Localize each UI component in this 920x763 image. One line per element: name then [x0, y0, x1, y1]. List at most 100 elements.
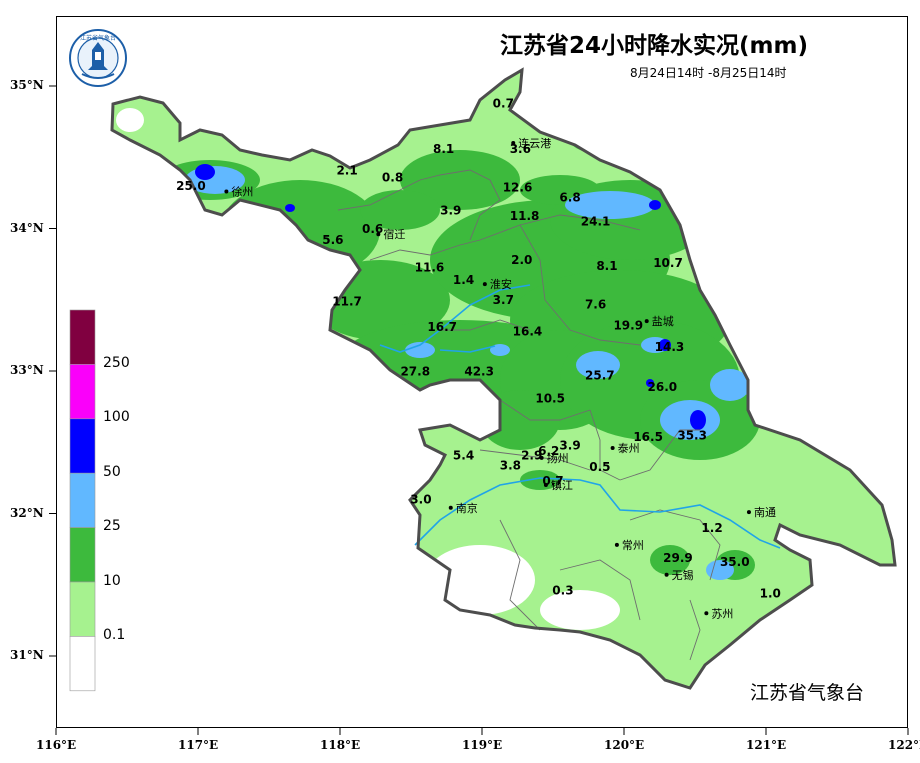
x-tick-label: 122°E — [888, 738, 920, 752]
city-dot — [664, 572, 669, 577]
rainfall-patches — [116, 108, 814, 630]
city-label: 徐州 — [231, 184, 253, 198]
city-label: 泰州 — [618, 441, 640, 455]
rainfall-value: 8.1 — [596, 259, 617, 273]
rainfall-value: 10.5 — [535, 391, 565, 405]
rainfall-value: 3.7 — [493, 293, 514, 307]
x-tick-label: 119°E — [462, 738, 503, 752]
legend-swatch — [69, 527, 96, 583]
city-label: 扬州 — [547, 451, 569, 465]
rainfall-value: 0.5 — [589, 460, 610, 474]
rainfall-value: 2.0 — [511, 253, 532, 267]
city-label: 盐城 — [652, 315, 674, 328]
city-label: 无锡 — [672, 568, 694, 582]
city-dot — [376, 232, 381, 237]
rainfall-value: 7.6 — [585, 297, 606, 311]
legend-swatch — [69, 418, 96, 474]
city-label: 连云港 — [518, 137, 551, 150]
rainfall-value: 25.0 — [176, 179, 206, 193]
rainfall-value: 6.8 — [559, 190, 580, 204]
x-tick-label: 118°E — [320, 738, 361, 752]
y-tick-label: 32°N — [10, 505, 44, 520]
rainfall-value: 0.8 — [382, 170, 403, 184]
rainfall-value: 0.6 — [362, 222, 383, 236]
rainfall-value: 16.7 — [427, 320, 457, 334]
rainfall-value: 3.9 — [559, 438, 580, 452]
legend-label: 50 — [103, 463, 121, 480]
rainfall-value: 11.6 — [415, 260, 445, 274]
rainfall-value: 0.7 — [493, 96, 514, 110]
rainfall-labels: 0.7 8.1 3.6 2.1 0.8 25.0 12.6 6.8 3.9 11.8 24.1 0.6… — [176, 96, 781, 600]
x-tick-label: 116°E — [36, 738, 77, 752]
legend-label: 100 — [103, 409, 130, 426]
city-label: 南通 — [754, 506, 776, 519]
legend-swatch — [69, 581, 96, 637]
legend-swatch — [69, 309, 96, 365]
rainfall-value: 29.9 — [663, 551, 693, 565]
rainfall-value: 19.9 — [613, 319, 643, 333]
rainfall-value: 16.4 — [513, 324, 543, 338]
y-tick-label: 31°N — [10, 648, 44, 662]
y-tick-label: 33°N — [10, 363, 44, 377]
rainfall-value: 2.1 — [336, 163, 357, 177]
legend-label: 10 — [103, 572, 121, 589]
rainfall-value: 24.1 — [581, 215, 611, 229]
rainfall-value: 3.0 — [410, 493, 431, 507]
city-label: 苏州 — [711, 607, 733, 620]
rivers — [379, 284, 781, 549]
organization-name: 江苏省气象台 — [750, 682, 865, 704]
rainfall-value: 1.2 — [701, 521, 722, 535]
province-border — [110, 67, 897, 690]
meteorological-logo: 江苏省气象台 — [69, 29, 127, 87]
rainfall-value: 10.7 — [653, 256, 683, 270]
city-dot — [610, 445, 615, 450]
x-tick-label: 117°E — [178, 738, 219, 752]
city-label: 南京 — [456, 501, 478, 515]
rainfall-value: 25.7 — [585, 369, 615, 383]
rainfall-value: 5.6 — [322, 233, 343, 247]
city-dot — [543, 483, 548, 487]
city-dot — [704, 611, 709, 616]
city-label: 常州 — [622, 539, 644, 552]
rainfall-value: 42.3 — [464, 364, 494, 378]
rainfall-value: 35.0 — [720, 555, 750, 569]
city-dot — [539, 455, 544, 460]
legend-label: 0.1 — [103, 627, 126, 643]
legend-swatch — [69, 472, 96, 528]
legend-swatch — [69, 364, 96, 420]
rainfall-value: 3.9 — [440, 203, 461, 217]
rainfall-value: 12.6 — [503, 180, 533, 194]
city-label: 镇江 — [551, 478, 573, 492]
city-dot — [482, 282, 487, 287]
map-title: 江苏省24小时降水实况(mm) — [500, 33, 808, 59]
rainfall-value: 14.3 — [655, 340, 685, 354]
rainfall-value: 16.5 — [633, 430, 663, 444]
legend-label: 250 — [103, 355, 130, 371]
x-tick-label: 120°E — [604, 738, 645, 752]
city-dot — [746, 510, 751, 515]
rainfall-value: 3.8 — [500, 458, 521, 472]
y-tick-label: 35°N — [10, 78, 44, 92]
legend-swatch — [69, 636, 96, 692]
rainfall-value: 1.4 — [453, 273, 474, 287]
city-dot — [224, 189, 229, 194]
city-dot — [644, 319, 649, 324]
svg-text:江苏省气象台: 江苏省气象台 — [80, 34, 116, 42]
rainfall-value: 26.0 — [648, 380, 678, 394]
city-dot — [511, 141, 516, 145]
axis-ticks — [49, 85, 909, 735]
rainfall-value: 27.8 — [400, 364, 430, 378]
legend — [69, 309, 96, 692]
city-dot — [614, 542, 619, 547]
prefecture-borders — [337, 169, 721, 661]
map-subtitle: 8月24日14时 -8月25日14时 — [630, 66, 787, 80]
rainfall-value: 1.0 — [760, 587, 781, 601]
rainfall-value: 11.7 — [332, 294, 362, 308]
city-dot — [448, 505, 453, 510]
city-label: 宿迁 — [383, 227, 405, 241]
legend-label: 25 — [103, 518, 121, 535]
rainfall-value: 0.7 — [542, 474, 563, 488]
rainfall-value: 11.8 — [510, 209, 540, 223]
